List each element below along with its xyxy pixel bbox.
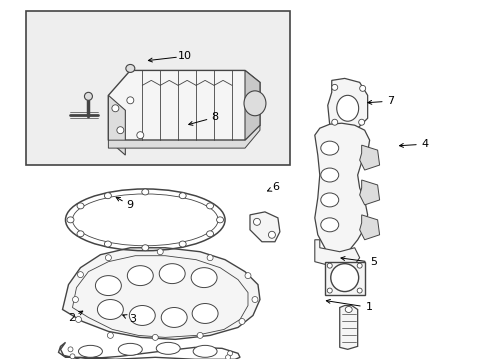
- Polygon shape: [244, 71, 260, 140]
- Ellipse shape: [75, 316, 81, 323]
- Ellipse shape: [206, 231, 213, 237]
- Ellipse shape: [331, 84, 337, 90]
- Ellipse shape: [117, 127, 123, 134]
- Ellipse shape: [356, 288, 362, 293]
- Ellipse shape: [192, 303, 218, 323]
- Ellipse shape: [152, 334, 158, 340]
- Ellipse shape: [129, 306, 155, 325]
- Ellipse shape: [330, 264, 358, 292]
- Ellipse shape: [253, 219, 260, 225]
- Ellipse shape: [225, 355, 230, 360]
- Ellipse shape: [127, 266, 153, 285]
- Ellipse shape: [239, 319, 244, 324]
- Ellipse shape: [320, 218, 338, 232]
- Ellipse shape: [67, 217, 74, 223]
- Ellipse shape: [77, 203, 84, 209]
- Ellipse shape: [68, 347, 73, 352]
- Ellipse shape: [137, 132, 143, 139]
- Ellipse shape: [95, 276, 121, 296]
- Ellipse shape: [159, 264, 185, 284]
- Ellipse shape: [105, 255, 111, 261]
- Ellipse shape: [244, 91, 265, 116]
- Ellipse shape: [72, 297, 78, 302]
- Ellipse shape: [157, 249, 163, 255]
- Ellipse shape: [197, 332, 203, 338]
- Ellipse shape: [227, 351, 232, 356]
- Ellipse shape: [104, 241, 111, 247]
- Ellipse shape: [161, 307, 187, 328]
- Ellipse shape: [118, 343, 142, 355]
- Ellipse shape: [359, 85, 365, 91]
- Ellipse shape: [142, 245, 148, 251]
- Text: 4: 4: [421, 139, 427, 149]
- Ellipse shape: [251, 297, 258, 302]
- Text: 10: 10: [178, 51, 192, 61]
- Ellipse shape: [77, 231, 84, 237]
- Ellipse shape: [126, 97, 134, 104]
- Ellipse shape: [104, 193, 111, 199]
- Polygon shape: [249, 212, 279, 242]
- Ellipse shape: [320, 193, 338, 207]
- Ellipse shape: [78, 345, 102, 357]
- Ellipse shape: [207, 255, 213, 261]
- Text: 2: 2: [68, 313, 75, 323]
- Ellipse shape: [125, 64, 135, 72]
- Polygon shape: [108, 125, 260, 148]
- Polygon shape: [324, 262, 364, 294]
- Ellipse shape: [345, 306, 351, 312]
- Polygon shape: [314, 240, 359, 268]
- Ellipse shape: [193, 345, 217, 357]
- Text: 7: 7: [386, 96, 393, 106]
- Ellipse shape: [320, 168, 338, 182]
- Ellipse shape: [320, 141, 338, 155]
- Text: 3: 3: [128, 314, 136, 324]
- Ellipse shape: [326, 263, 331, 268]
- Polygon shape: [314, 123, 369, 263]
- Ellipse shape: [336, 95, 358, 121]
- Ellipse shape: [216, 217, 223, 223]
- Ellipse shape: [107, 332, 113, 338]
- Text: 1: 1: [365, 302, 371, 312]
- Ellipse shape: [112, 105, 119, 112]
- Polygon shape: [359, 145, 379, 170]
- Polygon shape: [62, 248, 260, 339]
- Text: 5: 5: [369, 257, 376, 267]
- Ellipse shape: [358, 119, 364, 125]
- Bar: [25, 11, 289, 165]
- Ellipse shape: [191, 268, 217, 288]
- Ellipse shape: [356, 263, 362, 268]
- Ellipse shape: [156, 342, 180, 354]
- Polygon shape: [108, 95, 125, 155]
- Ellipse shape: [179, 193, 186, 199]
- Text: 6: 6: [272, 182, 279, 192]
- Ellipse shape: [179, 241, 186, 247]
- Ellipse shape: [326, 288, 331, 293]
- Polygon shape: [327, 78, 367, 130]
- Ellipse shape: [77, 272, 83, 278]
- Ellipse shape: [70, 354, 75, 359]
- Polygon shape: [339, 306, 357, 349]
- Ellipse shape: [268, 231, 275, 238]
- Text: 8: 8: [211, 112, 218, 122]
- Polygon shape: [359, 215, 379, 240]
- Ellipse shape: [84, 92, 92, 100]
- Ellipse shape: [206, 203, 213, 209]
- Ellipse shape: [97, 300, 123, 319]
- Ellipse shape: [331, 119, 337, 125]
- Polygon shape: [108, 71, 260, 140]
- Ellipse shape: [244, 273, 250, 279]
- Ellipse shape: [142, 189, 148, 195]
- Text: 9: 9: [126, 200, 133, 210]
- Polygon shape: [359, 180, 379, 205]
